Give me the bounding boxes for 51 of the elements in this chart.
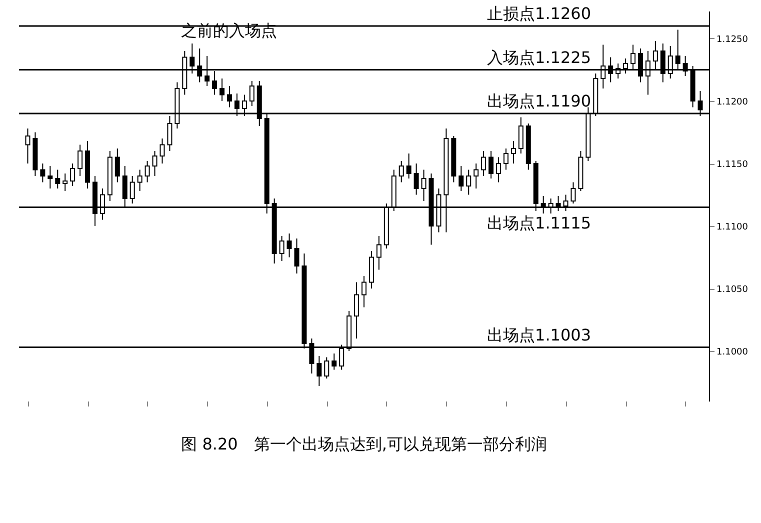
text: 图 8.20 第一个出场点达到,可以兑现第一部分利润 (181, 434, 547, 454)
candlestick (55, 169, 60, 189)
candlestick (78, 144, 83, 176)
candlestick (152, 150, 158, 176)
candlestick (570, 182, 576, 204)
candlestick (332, 353, 337, 370)
candlestick (220, 78, 225, 102)
candlestick (496, 156, 502, 183)
candlestick (510, 140, 516, 164)
y-tick-label: 1.1100 (716, 222, 748, 232)
candlestick (70, 163, 76, 186)
candlestick (25, 128, 30, 164)
candlestick (226, 86, 232, 108)
candlestick (414, 163, 419, 196)
candlestick (286, 233, 292, 258)
candlestick (362, 276, 366, 308)
y-tick-label: 1.1050 (716, 285, 748, 295)
ref-line-label: 出场点1.1115 (487, 213, 591, 232)
candlestick (316, 356, 322, 386)
candlestick (48, 166, 53, 189)
candlestick (466, 169, 472, 196)
candlestick (474, 163, 479, 189)
candlestick (249, 80, 254, 106)
candlestick (406, 153, 412, 179)
candlestick (144, 160, 150, 183)
candlestick (279, 236, 284, 262)
candlestick (130, 176, 135, 204)
candlestick (62, 173, 68, 192)
candlestick (137, 169, 142, 192)
candlestick (488, 150, 494, 179)
candlestick (398, 160, 404, 183)
candlestick (518, 116, 524, 154)
y-tick-label: 1.1000 (716, 348, 748, 358)
candlestick (421, 169, 426, 202)
candlestick (481, 150, 486, 176)
candlestick (324, 356, 330, 379)
ref-line-label: 出场点1.1003 (487, 325, 591, 344)
candlestick (160, 138, 165, 164)
candlestick (458, 166, 464, 192)
candlestick (503, 148, 508, 170)
candlestick (354, 282, 360, 339)
y-tick-label: 1.1250 (716, 35, 748, 45)
y-tick-label: 1.1200 (716, 98, 748, 108)
candlestick (40, 163, 46, 183)
ref-line-label: 止损点1.1260 (487, 4, 591, 23)
candlestick (376, 236, 382, 270)
candlestick (294, 238, 300, 274)
ref-line-label: 出场点1.1190 (487, 92, 591, 110)
ref-line-label: 入场点1.1225 (487, 48, 591, 67)
candlestick (114, 148, 120, 183)
y-tick-label: 1.1150 (716, 160, 748, 170)
